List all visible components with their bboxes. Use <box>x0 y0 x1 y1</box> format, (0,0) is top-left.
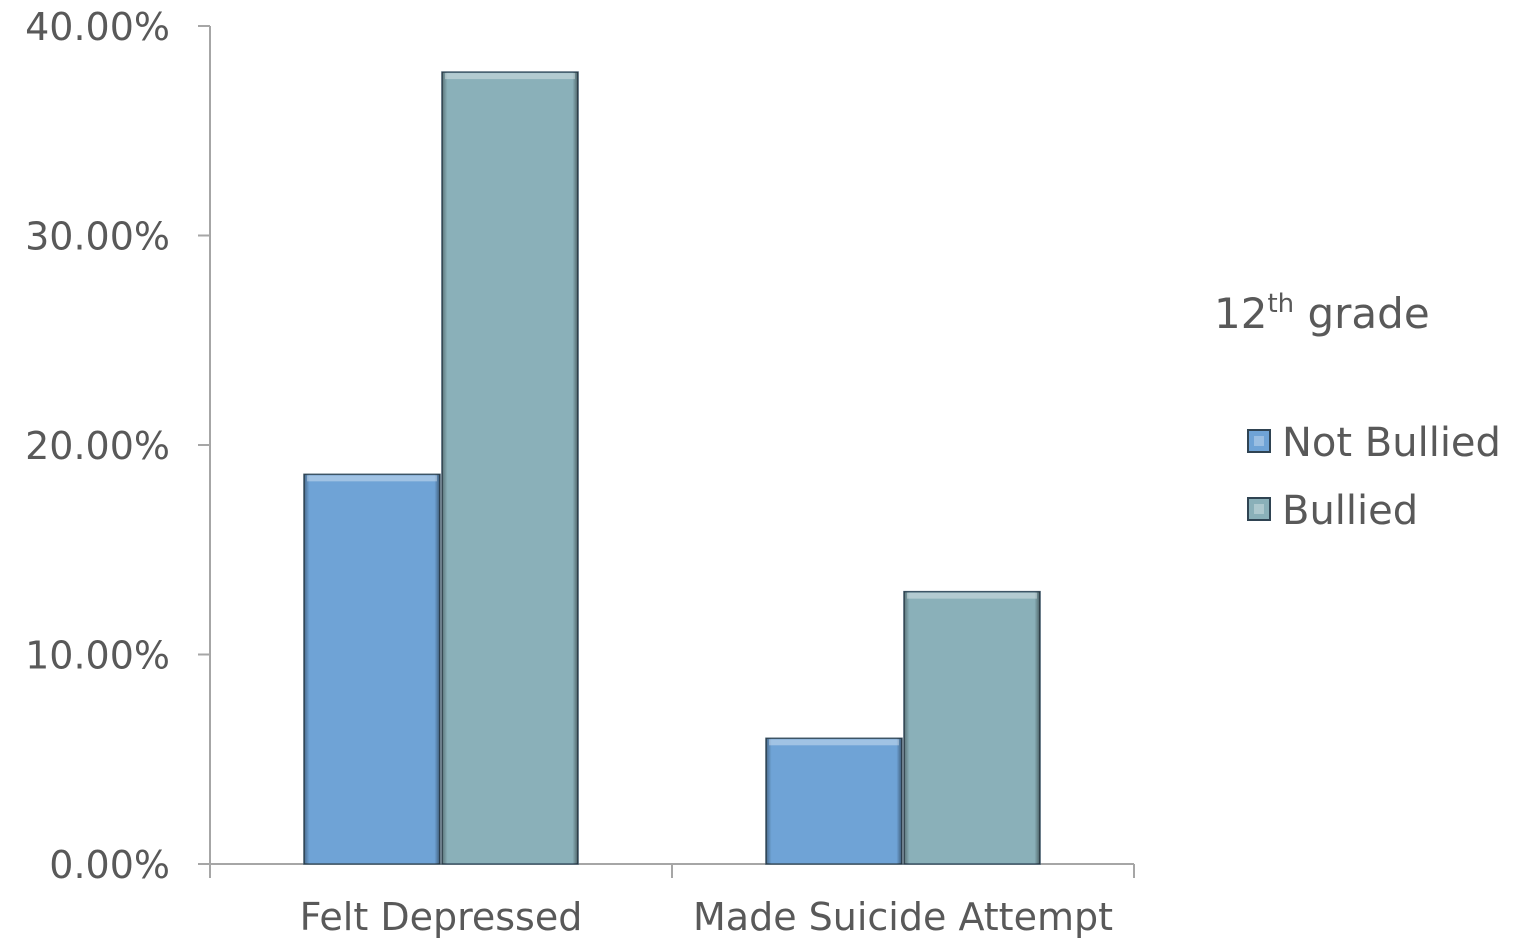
bar-bevel <box>304 474 440 864</box>
legend-label: Not Bullied <box>1282 420 1501 466</box>
bar-not-bullied-1 <box>303 473 441 865</box>
legend-item-not-bullied: Not Bullied <box>1247 420 1501 466</box>
legend: 12th grade Not Bullied Bullied <box>1214 289 1501 534</box>
legend-item-bullied: Bullied <box>1247 488 1418 534</box>
bar-highlight <box>907 592 1037 599</box>
bar-bullied-2 <box>903 590 1041 865</box>
legend-swatch-bevel <box>1254 504 1264 514</box>
bar-highlight <box>445 73 575 80</box>
legend-label: Bullied <box>1282 488 1418 534</box>
legend-swatch <box>1247 497 1271 521</box>
y-tick-label: 10.00% <box>25 634 170 678</box>
y-tick-label: 40.00% <box>25 5 170 49</box>
y-tick-label: 20.00% <box>25 424 170 468</box>
legend-swatch-bevel <box>1254 436 1264 446</box>
x-category-label: Made Suicide Attempt <box>693 895 1113 939</box>
legend-swatch <box>1247 429 1271 453</box>
x-category-label: Felt Depressed <box>300 895 583 939</box>
bar-highlight <box>769 739 899 746</box>
bar-bullied-1 <box>441 71 579 865</box>
y-tick-label: 0.00% <box>49 843 170 887</box>
legend-title-text: grade <box>1294 289 1430 338</box>
legend-title-superscript: th <box>1267 289 1294 319</box>
bar-bevel <box>904 591 1040 864</box>
bar-bevel <box>766 738 902 864</box>
legend-title: 12th grade <box>1214 289 1430 338</box>
legend-title-number: 12 <box>1214 289 1267 338</box>
y-tick-label: 30.00% <box>25 215 170 259</box>
bars <box>303 71 1041 865</box>
bar-bevel <box>442 72 578 865</box>
bar-highlight <box>307 475 437 482</box>
axis-labels: 0.00% 10.00% 20.00% 30.00% 40.00% Felt Depres… <box>25 5 1113 939</box>
bar-not-bullied-2 <box>765 737 903 865</box>
